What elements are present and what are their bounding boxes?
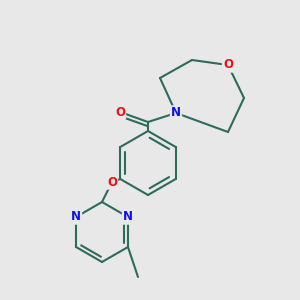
Text: N: N [71,211,81,224]
Text: N: N [123,211,133,224]
Text: N: N [171,106,181,119]
Text: O: O [115,106,125,118]
Text: O: O [223,58,233,71]
Text: O: O [107,176,117,188]
